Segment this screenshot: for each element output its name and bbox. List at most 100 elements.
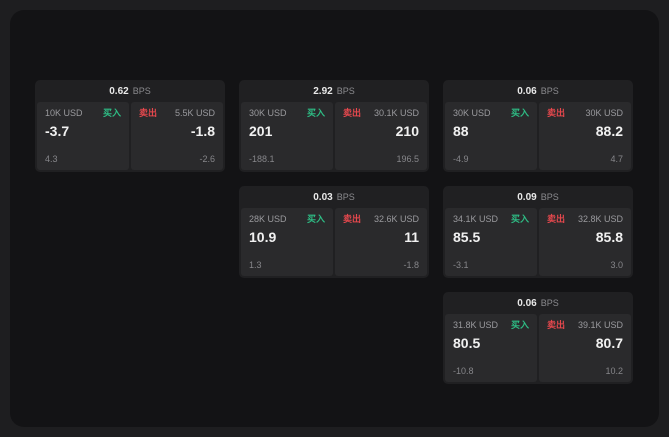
sell-size-label: 32.6K USD	[373, 214, 419, 224]
sell-quote-panel[interactable]: 卖出 30K USD 88.2 4.7	[539, 102, 631, 170]
sell-side-label: 卖出	[139, 108, 158, 118]
buy-size-label: 30K USD	[249, 108, 287, 118]
bps-spread-value: 0.06	[517, 85, 537, 97]
buy-quote-panel[interactable]: 28K USD 买入 10.9 1.3	[241, 208, 333, 276]
sell-side-label: 卖出	[547, 108, 566, 118]
buy-price: 88	[453, 123, 469, 139]
sell-price: 11	[404, 229, 419, 245]
buy-price: 10.9	[249, 229, 277, 245]
buy-delta: -10.8	[453, 366, 474, 376]
bps-spread-value: 0.62	[109, 85, 129, 97]
sell-delta: -1.8	[403, 260, 419, 270]
card-header: 0.09 BPS	[443, 186, 633, 208]
sell-quote-panel[interactable]: 卖出 30.1K USD 210 196.5	[335, 102, 427, 170]
quote-board: 0.62 BPS 10K USD 买入 -3.7 4.3 卖出 5.5K USD…	[35, 80, 633, 384]
quote-panels: 30K USD 买入 88 -4.9 卖出 30K USD 88.2 4.7	[443, 102, 633, 172]
bps-spread-value: 2.92	[313, 85, 333, 97]
sell-panel-top: 卖出 39.1K USD	[547, 320, 623, 331]
buy-delta: -3.1	[453, 260, 469, 270]
sell-delta: 196.5	[396, 154, 419, 164]
buy-delta: 1.3	[249, 260, 262, 270]
buy-price: 201	[249, 123, 273, 139]
sell-panel-top: 卖出 5.5K USD	[139, 108, 215, 119]
sell-size-label: 5.5K USD	[174, 108, 215, 118]
quote-card: 0.09 BPS 34.1K USD 买入 85.5 -3.1 卖出 32.8K…	[443, 186, 633, 278]
buy-panel-top: 30K USD 买入	[249, 108, 325, 119]
sell-delta: -2.6	[199, 154, 215, 164]
buy-quote-panel[interactable]: 31.8K USD 买入 80.5 -10.8	[445, 314, 537, 382]
card-header: 0.03 BPS	[239, 186, 429, 208]
buy-quote-panel[interactable]: 10K USD 买入 -3.7 4.3	[37, 102, 129, 170]
quote-card: 0.06 BPS 31.8K USD 买入 80.5 -10.8 卖出 39.1…	[443, 292, 633, 384]
quote-card: 2.92 BPS 30K USD 买入 201 -188.1 卖出 30.1K …	[239, 80, 429, 172]
buy-delta: -4.9	[453, 154, 469, 164]
buy-size-label: 28K USD	[249, 214, 287, 224]
sell-panel-top: 卖出 32.6K USD	[343, 214, 419, 225]
sell-quote-panel[interactable]: 卖出 32.6K USD 11 -1.8	[335, 208, 427, 276]
sell-delta: 10.2	[605, 366, 623, 376]
buy-side-label: 买入	[306, 108, 325, 118]
buy-panel-top: 10K USD 买入	[45, 108, 121, 119]
card-header: 0.06 BPS	[443, 80, 633, 102]
sell-price: 210	[395, 123, 419, 139]
quote-panels: 30K USD 买入 201 -188.1 卖出 30.1K USD 210 1…	[239, 102, 429, 172]
buy-panel-top: 34.1K USD 买入	[453, 214, 529, 225]
buy-quote-panel[interactable]: 34.1K USD 买入 85.5 -3.1	[445, 208, 537, 276]
bps-spread-value: 0.03	[313, 191, 333, 203]
sell-side-label: 卖出	[343, 214, 362, 224]
buy-side-label: 买入	[510, 214, 529, 224]
bps-unit-label: BPS	[540, 86, 559, 96]
buy-side-label: 买入	[510, 320, 529, 330]
main-panel: 0.62 BPS 10K USD 买入 -3.7 4.3 卖出 5.5K USD…	[10, 10, 659, 427]
sell-price: 80.7	[595, 335, 623, 351]
card-header: 0.06 BPS	[443, 292, 633, 314]
buy-delta: -188.1	[249, 154, 275, 164]
buy-size-label: 10K USD	[45, 108, 83, 118]
sell-price: 88.2	[595, 123, 623, 139]
quote-panels: 28K USD 买入 10.9 1.3 卖出 32.6K USD 11 -1.8	[239, 208, 429, 278]
quote-panels: 34.1K USD 买入 85.5 -3.1 卖出 32.8K USD 85.8…	[443, 208, 633, 278]
buy-delta: 4.3	[45, 154, 58, 164]
buy-price: 85.5	[453, 229, 481, 245]
sell-panel-top: 卖出 30K USD	[547, 108, 623, 119]
sell-size-label: 32.8K USD	[577, 214, 623, 224]
sell-delta: 3.0	[610, 260, 623, 270]
card-header: 2.92 BPS	[239, 80, 429, 102]
bps-unit-label: BPS	[336, 192, 355, 202]
bps-unit-label: BPS	[540, 298, 559, 308]
buy-size-label: 31.8K USD	[453, 320, 499, 330]
buy-price: -3.7	[45, 123, 70, 139]
buy-size-label: 30K USD	[453, 108, 491, 118]
sell-price: -1.8	[190, 123, 215, 139]
sell-side-label: 卖出	[547, 214, 566, 224]
sell-size-label: 39.1K USD	[577, 320, 623, 330]
sell-quote-panel[interactable]: 卖出 39.1K USD 80.7 10.2	[539, 314, 631, 382]
sell-quote-panel[interactable]: 卖出 5.5K USD -1.8 -2.6	[131, 102, 223, 170]
buy-size-label: 34.1K USD	[453, 214, 499, 224]
bps-spread-value: 0.09	[517, 191, 537, 203]
quote-card: 0.06 BPS 30K USD 买入 88 -4.9 卖出 30K USD 8…	[443, 80, 633, 172]
card-header: 0.62 BPS	[35, 80, 225, 102]
bps-spread-value: 0.06	[517, 297, 537, 309]
bps-unit-label: BPS	[336, 86, 355, 96]
buy-side-label: 买入	[510, 108, 529, 118]
sell-panel-top: 卖出 30.1K USD	[343, 108, 419, 119]
quote-card: 0.03 BPS 28K USD 买入 10.9 1.3 卖出 32.6K US…	[239, 186, 429, 278]
buy-side-label: 买入	[102, 108, 121, 118]
quote-panels: 31.8K USD 买入 80.5 -10.8 卖出 39.1K USD 80.…	[443, 314, 633, 384]
buy-side-label: 买入	[306, 214, 325, 224]
buy-quote-panel[interactable]: 30K USD 买入 201 -188.1	[241, 102, 333, 170]
bps-unit-label: BPS	[132, 86, 151, 96]
sell-quote-panel[interactable]: 卖出 32.8K USD 85.8 3.0	[539, 208, 631, 276]
buy-price: 80.5	[453, 335, 481, 351]
sell-panel-top: 卖出 32.8K USD	[547, 214, 623, 225]
sell-side-label: 卖出	[547, 320, 566, 330]
bps-unit-label: BPS	[540, 192, 559, 202]
buy-quote-panel[interactable]: 30K USD 买入 88 -4.9	[445, 102, 537, 170]
sell-side-label: 卖出	[343, 108, 362, 118]
sell-price: 85.8	[595, 229, 623, 245]
quote-card: 0.62 BPS 10K USD 买入 -3.7 4.3 卖出 5.5K USD…	[35, 80, 225, 172]
buy-panel-top: 28K USD 买入	[249, 214, 325, 225]
sell-delta: 4.7	[610, 154, 623, 164]
sell-size-label: 30.1K USD	[373, 108, 419, 118]
